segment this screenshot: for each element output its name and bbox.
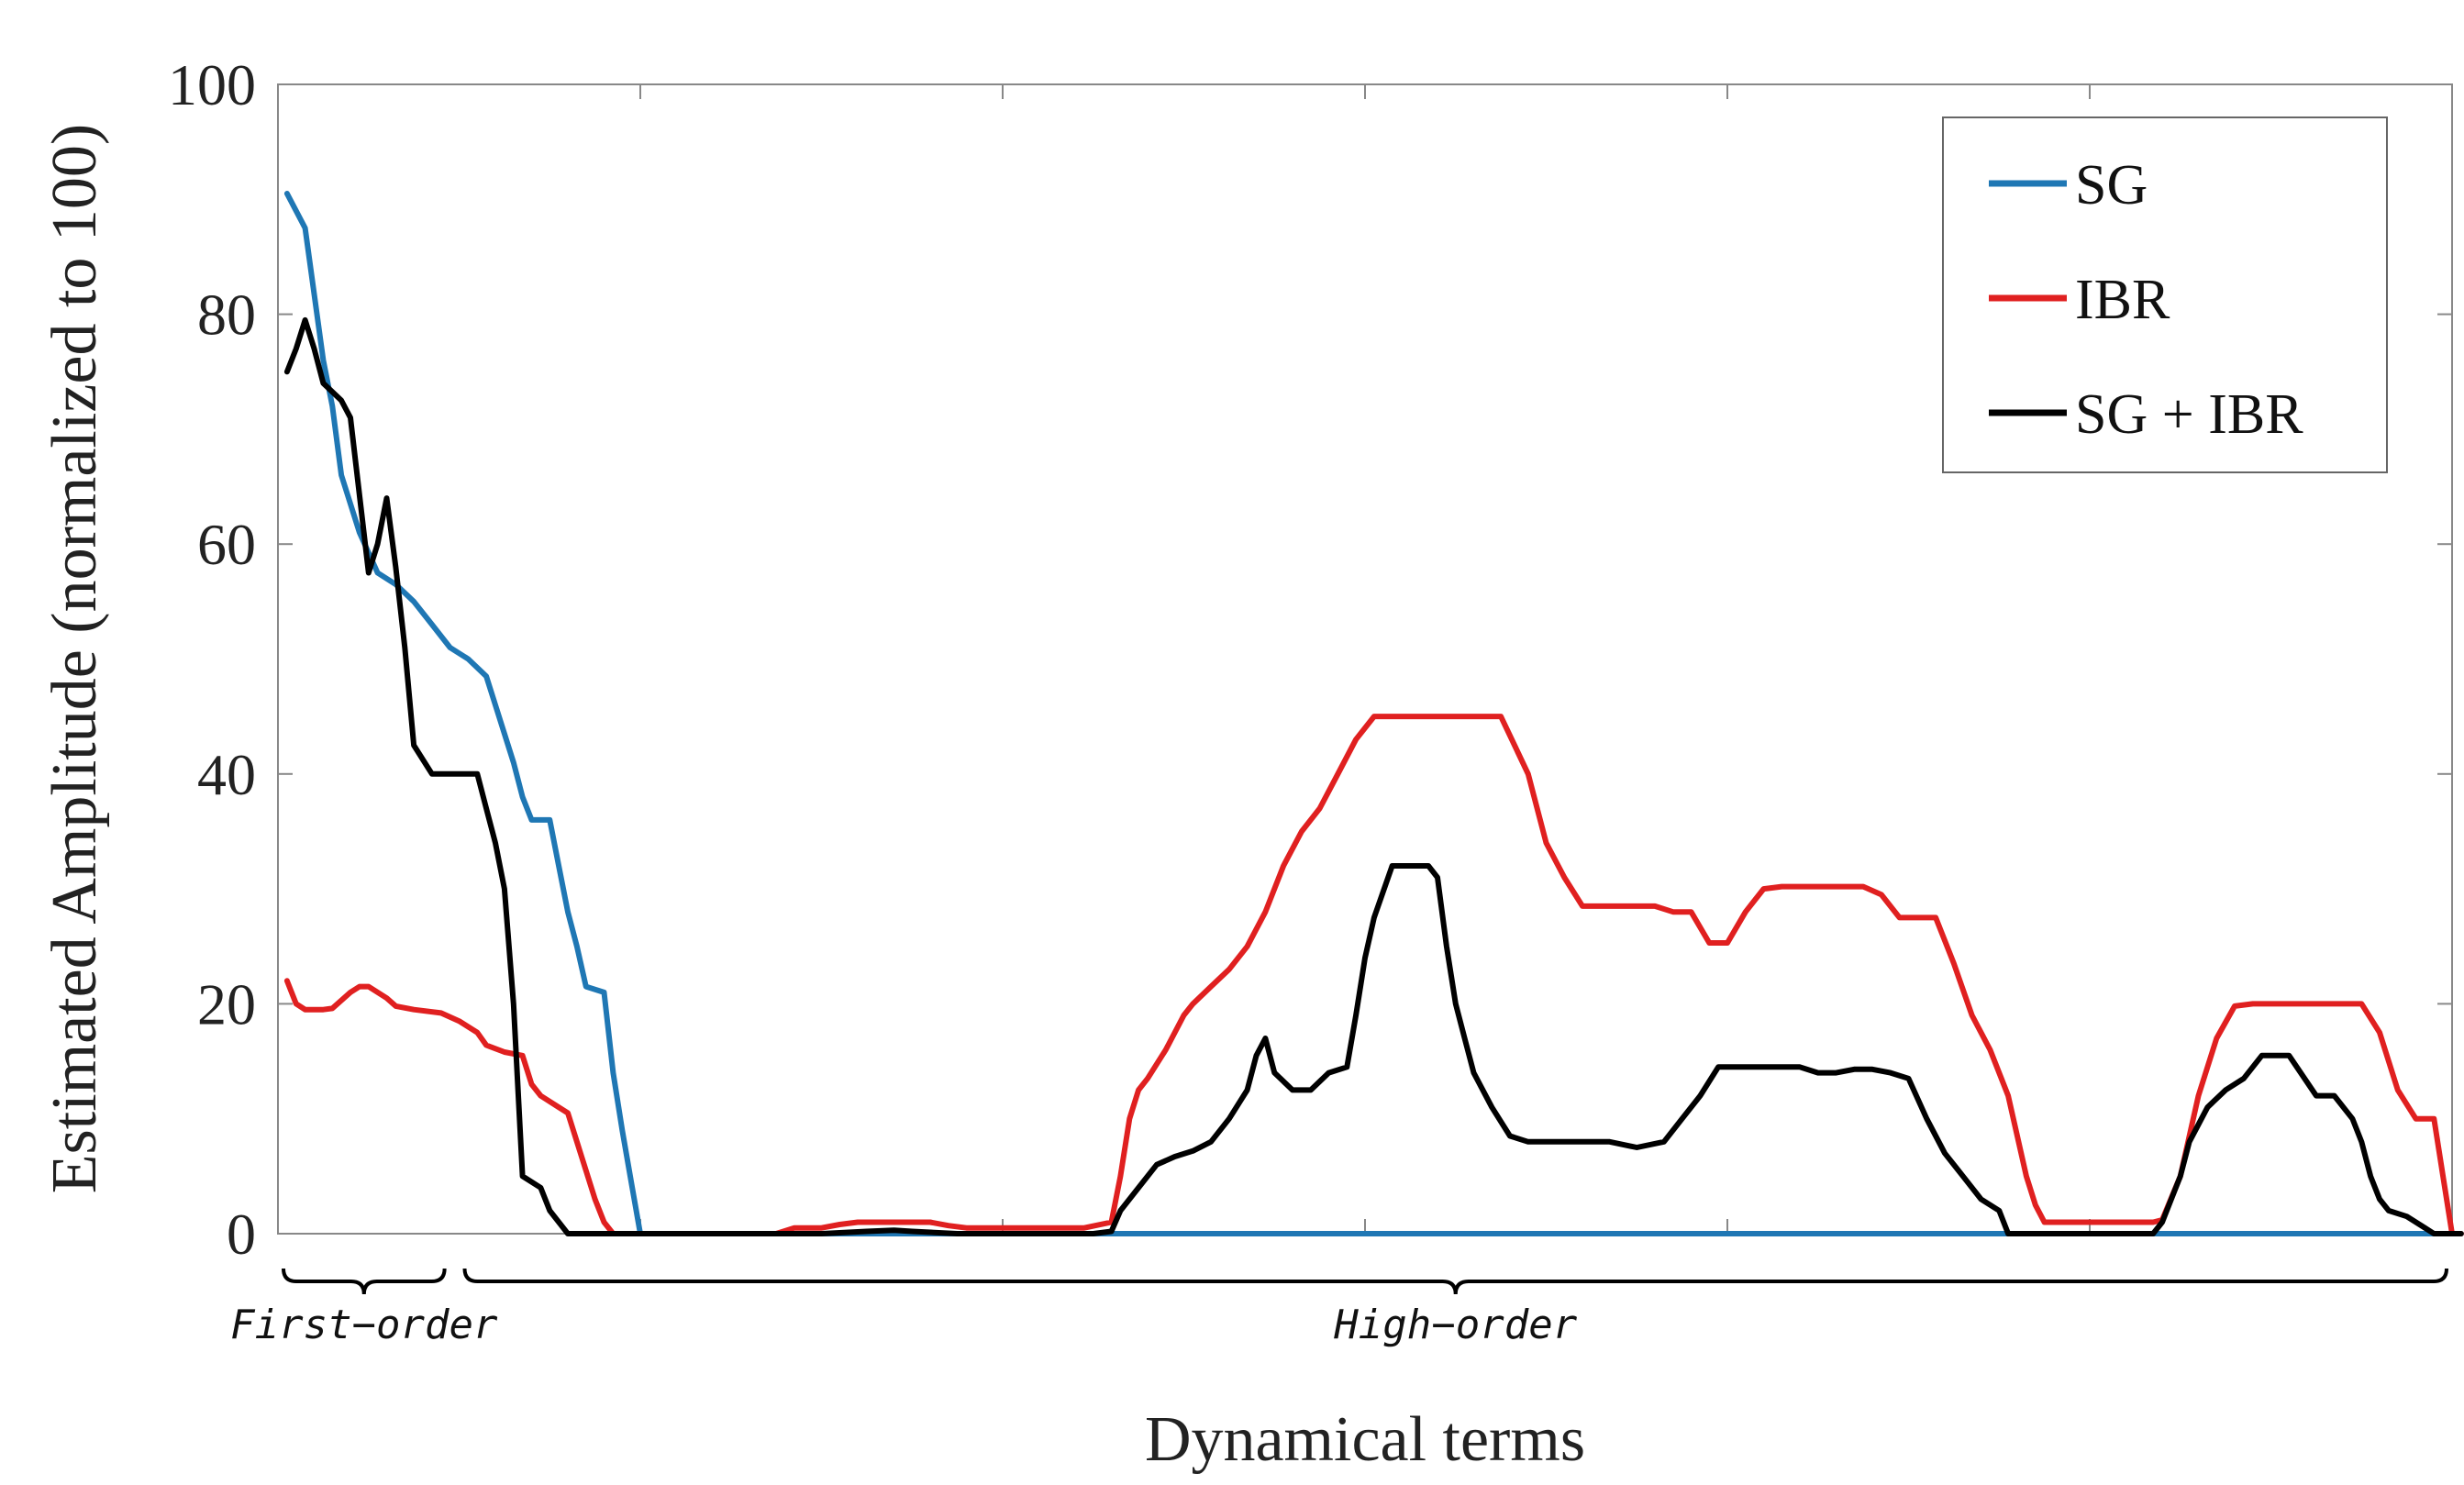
legend-label-ibr: IBR (2075, 269, 2170, 331)
y-tick-label: 80 (197, 283, 256, 348)
group-label: First−order (230, 1302, 498, 1348)
group-label: High−order (1333, 1302, 1577, 1348)
group-braces: First−order High−order (230, 1268, 2448, 1348)
y-tick-label: 100 (168, 52, 256, 117)
legend: SG IBR SG + IBR (1942, 116, 2388, 473)
y-tick-label: 40 (197, 742, 256, 807)
y-axis-title: Estimated Amplitude (normalized to 100) (39, 124, 110, 1193)
group-brace (462, 1268, 2448, 1295)
series-line-sg-ibr (283, 316, 2464, 1236)
group-brace (282, 1268, 447, 1295)
y-tick-label: 60 (197, 512, 256, 577)
legend-label-sg: SG (2075, 154, 2148, 216)
y-tick-label: 20 (197, 971, 256, 1036)
legend-label-sg-ibr: SG + IBR (2075, 383, 2303, 446)
y-axis: 0 20 40 60 80 100 (168, 52, 2452, 1267)
y-tick-label: 0 (227, 1202, 256, 1267)
series-line-ibr (283, 714, 2464, 1236)
series-line-sg (283, 191, 2455, 1236)
x-axis-title: Dynamical terms (1145, 1404, 1585, 1475)
series-layer (283, 191, 2464, 1236)
